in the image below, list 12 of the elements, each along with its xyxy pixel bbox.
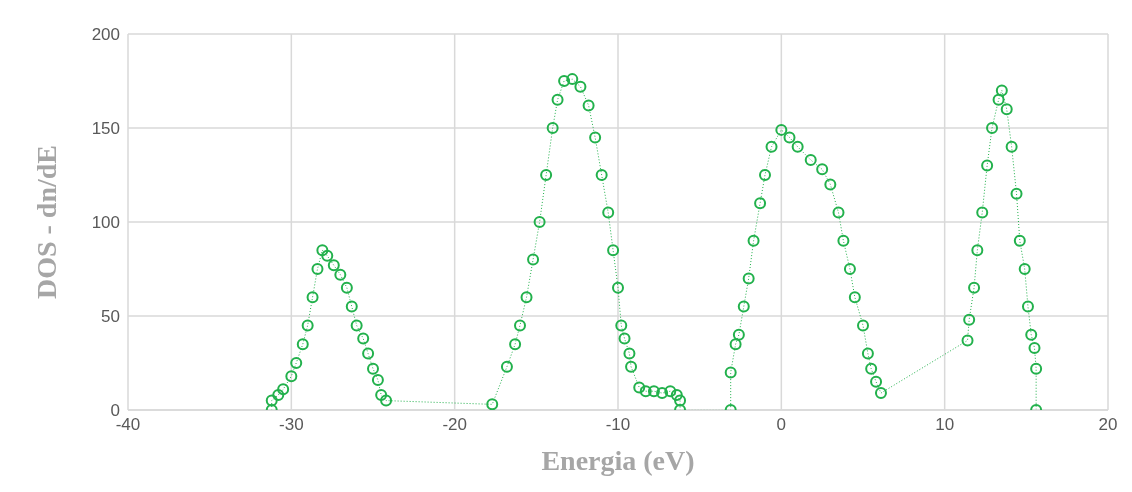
x-tick-label: -20 [442,415,467,435]
x-axis-title: Energia (eV) [541,445,695,476]
x-tick-label: -10 [605,415,631,435]
x-tick-label: -30 [279,415,304,435]
y-axis-title: DOS - dn/dE [30,144,62,300]
y-tick-label: 50 [101,307,120,327]
x-tick-label: 0 [776,415,787,435]
y-tick-label: 150 [91,119,120,139]
x-tick-label: 10 [935,415,955,435]
x-tick-label: 20 [1098,415,1118,435]
y-tick-label: 100 [91,213,120,233]
y-tick-label: 200 [91,25,120,45]
